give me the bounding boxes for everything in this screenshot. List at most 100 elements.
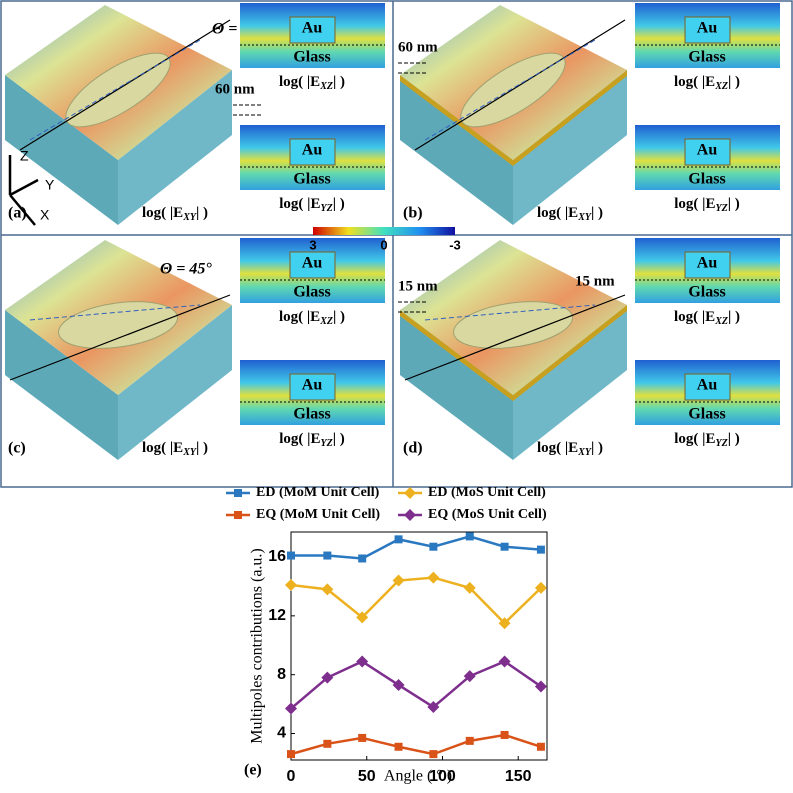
- marker: [536, 545, 545, 554]
- marker: [498, 617, 511, 630]
- caption-sub: XY: [577, 447, 592, 458]
- glass-label: Glass: [293, 284, 330, 301]
- au-label: Au: [697, 255, 718, 272]
- box-left: [5, 75, 118, 225]
- caption: log( |EYZ| ): [279, 196, 345, 214]
- y-axis-label: Multipoles contributions (a.u.): [249, 548, 266, 744]
- x-axis-label: Angle ( ° ): [384, 768, 452, 785]
- caption-suffix: | ): [728, 431, 740, 447]
- caption-prefix: log( |E: [279, 309, 320, 325]
- panel: (a) log( |EXY| )Θ = 0°60 nmZYXAuGlasslog(…: [5, 3, 385, 226]
- axis-name: X: [40, 207, 50, 223]
- marker: [429, 542, 438, 551]
- caption-sub: XY: [577, 212, 592, 223]
- x-tick-label: 50: [358, 768, 376, 785]
- au-label: Au: [697, 142, 718, 159]
- au-label: Au: [302, 20, 323, 37]
- box-right: [118, 305, 232, 460]
- dashed-line: [424, 304, 596, 321]
- plot-frame: [290, 531, 548, 761]
- marker: [498, 655, 511, 668]
- marker: [287, 750, 295, 759]
- caption-sub: YZ: [715, 203, 727, 214]
- caption-prefix: log( |E: [279, 196, 320, 212]
- caption-prefix: log( |E: [279, 431, 320, 447]
- caption: log( |EYZ| ): [674, 431, 740, 449]
- thickness-label: 60 nm: [215, 81, 255, 97]
- caption-sub: YZ: [320, 203, 332, 214]
- caption-prefix: log( |E: [674, 431, 715, 447]
- box-left: [400, 75, 513, 225]
- marker: [463, 670, 476, 683]
- x-tick-label: 0: [287, 768, 296, 785]
- box-left: [400, 310, 513, 460]
- caption-sub: XY: [182, 447, 197, 458]
- caption-sub: XZ: [319, 81, 333, 92]
- caption: log( |EYZ| ): [674, 196, 740, 214]
- caption-prefix: log( |E: [674, 309, 715, 325]
- chart: 0 50 100 150 4 8 12 16 Angle ( ° ) Multipoles con…: [226, 485, 548, 785]
- marker: [500, 542, 509, 551]
- axis-arrows: [8, 155, 39, 226]
- marker: [463, 581, 476, 594]
- colorbar-tick-label: -3: [449, 237, 461, 252]
- caption-suffix: | ): [333, 74, 345, 90]
- caption-sub: XZ: [714, 81, 728, 92]
- caption: log( |EXY| ): [537, 440, 603, 458]
- polarization-line: [19, 19, 231, 151]
- caption-suffix: | ): [728, 74, 740, 90]
- polarization-line: [414, 19, 626, 151]
- caption: log( |EYZ| ): [279, 431, 345, 449]
- legend-label: ED (MoM Unit Cell): [256, 485, 380, 500]
- au-label: Au: [697, 377, 718, 394]
- marker: [465, 532, 474, 541]
- caption-suffix: | ): [591, 440, 603, 456]
- caption: log( |EXZ| ): [674, 74, 740, 92]
- panel-letter: (e): [244, 762, 262, 779]
- caption: log( |EXZ| ): [279, 309, 345, 327]
- marker: [287, 551, 295, 560]
- marker: [427, 701, 440, 714]
- thickness-label: 15 nm: [575, 273, 615, 289]
- marker: [394, 535, 403, 544]
- caption-suffix: | ): [196, 440, 208, 456]
- series-line: [290, 660, 542, 710]
- marker: [321, 671, 334, 684]
- glass-label: Glass: [688, 406, 725, 423]
- box-left: [5, 310, 118, 460]
- polarization-line: [9, 294, 231, 381]
- au-block: [289, 16, 336, 44]
- caption-suffix: | ): [333, 431, 345, 447]
- marker: [536, 742, 545, 751]
- marker: [358, 554, 367, 563]
- au-label: Au: [302, 255, 323, 272]
- polarization-line: [404, 294, 626, 381]
- au-block: [684, 138, 731, 166]
- au-block: [684, 16, 731, 44]
- caption-prefix: log( |E: [537, 205, 578, 221]
- caption-sub: XZ: [319, 316, 333, 327]
- marker: [534, 680, 547, 693]
- au-label: Au: [697, 20, 718, 37]
- x-tick-label: 150: [505, 768, 532, 785]
- marker: [404, 487, 416, 499]
- marker: [394, 742, 403, 751]
- glass-label: Glass: [293, 406, 330, 423]
- caption-sub: XZ: [714, 316, 728, 327]
- caption-sub: XY: [182, 212, 197, 223]
- colorbar-tick-label: 3: [309, 237, 316, 252]
- legend-label: EQ (MoS Unit Cell): [428, 507, 547, 522]
- box-right: [118, 70, 232, 225]
- marker: [323, 739, 332, 748]
- colorbar: [313, 227, 455, 235]
- marker: [392, 678, 405, 691]
- marker: [500, 730, 509, 739]
- marker: [323, 551, 332, 560]
- marker: [392, 574, 405, 587]
- glass-label: Glass: [688, 49, 725, 66]
- dashed-line: [424, 39, 596, 141]
